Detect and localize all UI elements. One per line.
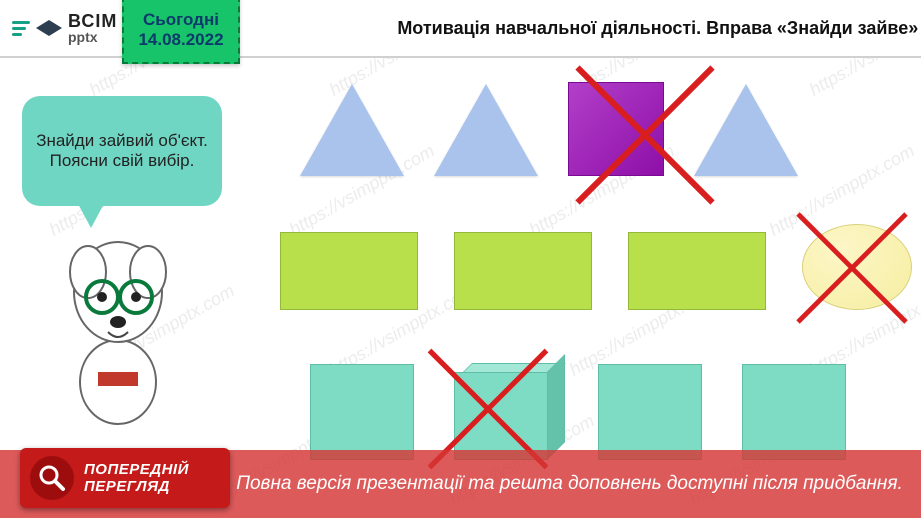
date-badge: Сьогодні 14.08.2022 <box>122 0 240 64</box>
page-title: Мотивація навчальної діяльності. Вправа … <box>397 18 918 39</box>
logo-text: ВСІМ pptx <box>68 12 117 44</box>
shape-row-1 <box>300 82 798 176</box>
triangle-shape <box>300 84 404 176</box>
green-rectangle-shape <box>628 232 766 310</box>
triangle-shape <box>694 84 798 176</box>
green-rectangle-shape <box>280 232 418 310</box>
shapes-area <box>260 74 901 458</box>
preview-line2: ПЕРЕГЛЯД <box>84 478 189 495</box>
date-today-label: Сьогодні <box>143 10 219 30</box>
logo-line2: pptx <box>68 30 117 44</box>
triangle-shape <box>434 84 538 176</box>
logo-line1: ВСІМ <box>68 12 117 30</box>
logo: ВСІМ pptx <box>12 12 117 44</box>
magenta-square-shape <box>568 82 664 176</box>
graduation-cap-icon <box>36 20 62 36</box>
teal-square-shape <box>598 364 702 460</box>
preview-text: ПОПЕРЕДНІЙ ПЕРЕГЛЯД <box>84 461 189 496</box>
preview-badge: ПОПЕРЕДНІЙ ПЕРЕГЛЯД <box>20 448 230 508</box>
logo-lines-icon <box>12 21 30 36</box>
shape-row-3 <box>310 364 846 460</box>
green-rectangle-shape <box>454 232 592 310</box>
purchase-notice-text: Повна версія презентації та решта доповн… <box>236 473 903 495</box>
magnifier-icon <box>30 456 74 500</box>
teal-cube-shape <box>454 364 558 460</box>
speech-bubble: Знайди зайвий об'єкт. Поясни свій вибір. <box>22 96 222 206</box>
shape-row-2 <box>280 224 912 310</box>
teal-square-shape <box>742 364 846 460</box>
speech-text: Знайди зайвий об'єкт. Поясни свій вибір. <box>36 131 208 171</box>
teal-square-shape <box>310 364 414 460</box>
preview-line1: ПОПЕРЕДНІЙ <box>84 461 189 478</box>
yellow-ellipse-shape <box>802 224 912 310</box>
date-value: 14.08.2022 <box>138 30 223 50</box>
dog-character-icon <box>48 222 188 432</box>
